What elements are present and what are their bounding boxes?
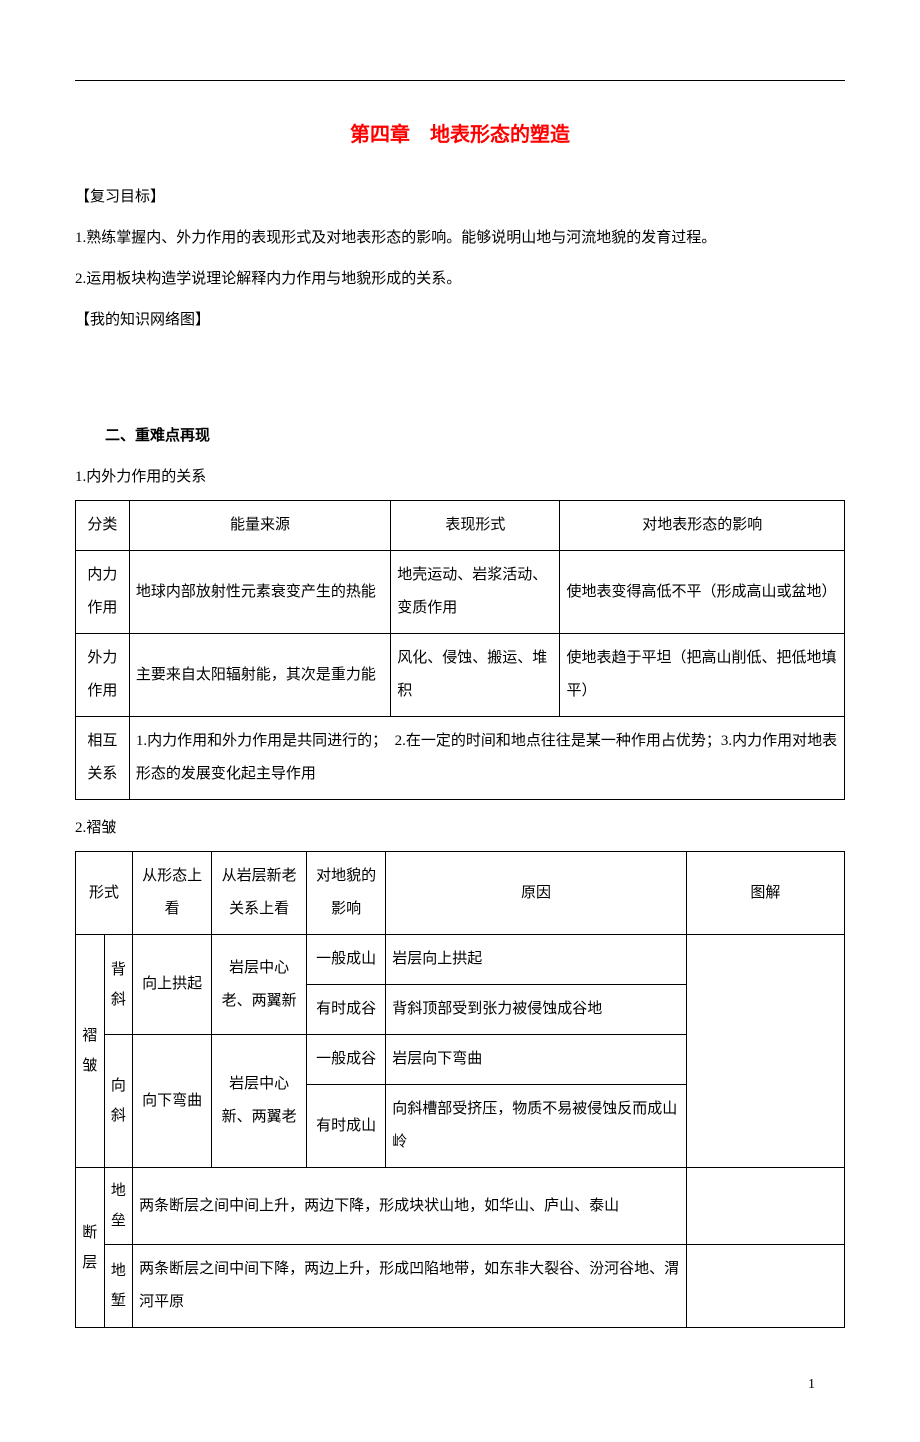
- table-cell-merged: 两条断层之间中间上升，两边下降，形成块状山地，如华山、庐山、泰山: [133, 1168, 687, 1245]
- table-cell: 岩层中心新、两翼老: [212, 1035, 307, 1168]
- sub-heading-1: 1.内外力作用的关系: [75, 459, 845, 495]
- table-cell: 有时成谷: [307, 985, 386, 1035]
- difficulties-heading: 二、重难点再现: [105, 418, 845, 454]
- sub-heading-2: 2.褶皱: [75, 810, 845, 846]
- table-cell: 主要来自太阳辐射能，其次是重力能: [129, 634, 390, 717]
- table-row: 断层 地垒 两条断层之间中间上升，两边下降，形成块状山地，如华山、庐山、泰山: [76, 1168, 845, 1245]
- table-cell: 岩层向上拱起: [386, 935, 687, 985]
- forces-table: 分类 能量来源 表现形式 对地表形态的影响 内力作用 地球内部放射性元素衰变产生…: [75, 500, 845, 800]
- table-header-row: 形式 从形态上看 从岩层新老关系上看 对地貌的影响 原因 图解: [76, 852, 845, 935]
- table-cell-merged: 1.内力作用和外力作用是共同进行的； 2.在一定的时间和地点往往是某一种作用占优…: [129, 717, 844, 800]
- table-header-cell: 对地貌的影响: [307, 852, 386, 935]
- table-header-cell: 原因: [386, 852, 687, 935]
- table-cell: 风化、侵蚀、搬运、堆积: [391, 634, 560, 717]
- diagram-cell: [686, 1245, 844, 1328]
- table-cell: 使地表趋于平坦（把高山削低、把低地填平）: [560, 634, 845, 717]
- anticline-label-cell: 背斜: [104, 935, 133, 1035]
- table-row: 褶皱 背斜 向上拱起 岩层中心老、两翼新 一般成山 岩层向上拱起: [76, 935, 845, 985]
- graben-label-cell: 地堑: [104, 1245, 133, 1328]
- fault-label-cell: 断层: [76, 1168, 105, 1328]
- table-cell: 一般成山: [307, 935, 386, 985]
- table-cell: 向下弯曲: [133, 1035, 212, 1168]
- table-cell: 向上拱起: [133, 935, 212, 1035]
- goal-item-1: 1.熟练掌握内、外力作用的表现形式及对地表形态的影响。能够说明山地与河流地貌的发…: [75, 220, 845, 256]
- fold-fault-table: 形式 从形态上看 从岩层新老关系上看 对地貌的影响 原因 图解 褶皱 背斜 向上…: [75, 851, 845, 1328]
- table-header-cell: 图解: [686, 852, 844, 935]
- table-cell: 一般成谷: [307, 1035, 386, 1085]
- table-cell: 外力作用: [76, 634, 130, 717]
- table-cell: 内力作用: [76, 551, 130, 634]
- table-cell: 背斜顶部受到张力被侵蚀成谷地: [386, 985, 687, 1035]
- table-cell: 向斜槽部受挤压，物质不易被侵蚀反而成山岭: [386, 1085, 687, 1168]
- chapter-title: 第四章 地表形态的塑造: [75, 111, 845, 159]
- table-cell: 岩层中心老、两翼新: [212, 935, 307, 1035]
- diagram-cell: [686, 1168, 844, 1245]
- table-cell: 有时成山: [307, 1085, 386, 1168]
- diagram-cell: [686, 935, 844, 1168]
- page-number: 1: [75, 1368, 845, 1402]
- table-header-cell: 从形态上看: [133, 852, 212, 935]
- table-row: 地堑 两条断层之间中间下降，两边上升，形成凹陷地带，如东非大裂谷、汾河谷地、渭河…: [76, 1245, 845, 1328]
- table-header-cell: 分类: [76, 501, 130, 551]
- table-cell: 使地表变得高低不平（形成高山或盆地）: [560, 551, 845, 634]
- table-row: 外力作用 主要来自太阳辐射能，其次是重力能 风化、侵蚀、搬运、堆积 使地表趋于平…: [76, 634, 845, 717]
- table-cell: 岩层向下弯曲: [386, 1035, 687, 1085]
- goal-item-2: 2.运用板块构造学说理论解释内力作用与地貌形成的关系。: [75, 261, 845, 297]
- horizontal-rule: [75, 80, 845, 81]
- table-header-cell: 从岩层新老关系上看: [212, 852, 307, 935]
- horst-label-cell: 地垒: [104, 1168, 133, 1245]
- table-header-cell: 表现形式: [391, 501, 560, 551]
- review-goals-heading: 【复习目标】: [75, 179, 845, 215]
- table-header-cell: 形式: [76, 852, 133, 935]
- table-cell: 地壳运动、岩浆活动、变质作用: [391, 551, 560, 634]
- table-cell-merged: 两条断层之间中间下降，两边上升，形成凹陷地带，如东非大裂谷、汾河谷地、渭河平原: [133, 1245, 687, 1328]
- table-row: 相互关系 1.内力作用和外力作用是共同进行的； 2.在一定的时间和地点往往是某一…: [76, 717, 845, 800]
- table-row: 内力作用 地球内部放射性元素衰变产生的热能 地壳运动、岩浆活动、变质作用 使地表…: [76, 551, 845, 634]
- table-cell: 相互关系: [76, 717, 130, 800]
- fold-label-cell: 褶皱: [76, 935, 105, 1168]
- table-header-cell: 对地表形态的影响: [560, 501, 845, 551]
- table-header-cell: 能量来源: [129, 501, 390, 551]
- syncline-label-cell: 向斜: [104, 1035, 133, 1168]
- table-cell: 地球内部放射性元素衰变产生的热能: [129, 551, 390, 634]
- table-header-row: 分类 能量来源 表现形式 对地表形态的影响: [76, 501, 845, 551]
- knowledge-map-heading: 【我的知识网络图】: [75, 302, 845, 338]
